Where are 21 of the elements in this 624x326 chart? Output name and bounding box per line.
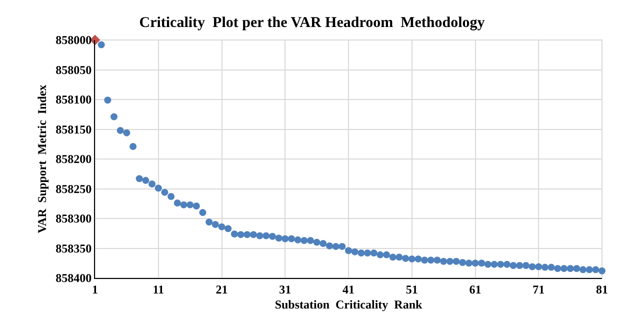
y-tick-label: 858150 <box>56 122 92 136</box>
x-tick-label: 51 <box>406 282 418 296</box>
x-tick-label: 31 <box>279 282 292 296</box>
x-tick-label: 1 <box>92 282 98 296</box>
y-tick-label: 858100 <box>56 92 92 107</box>
x-tick-label: 41 <box>342 282 354 296</box>
y-tick-label: 858350 <box>56 241 92 256</box>
y-tick-label: 858400 <box>56 271 92 286</box>
x-tick-label: 11 <box>152 282 164 296</box>
y-tick-label: 858000 <box>56 33 92 48</box>
x-tick-label: 21 <box>216 282 228 296</box>
y-tick-label: 858050 <box>56 62 92 77</box>
y-tick-label: 858200 <box>56 152 92 166</box>
chart-title: Criticality Plot per the VAR Headroom Methodology <box>139 14 486 31</box>
y-tick-label: 858300 <box>56 212 92 226</box>
x-tick-label: 71 <box>532 282 545 296</box>
x-axis-title: Substation Criticality Rank <box>274 297 422 312</box>
x-tick-label: 61 <box>469 282 482 296</box>
y-axis-title: VAR Support Metric Index <box>34 84 49 234</box>
y-tick-label: 858250 <box>56 182 92 196</box>
x-tick-label: 81 <box>596 282 608 296</box>
